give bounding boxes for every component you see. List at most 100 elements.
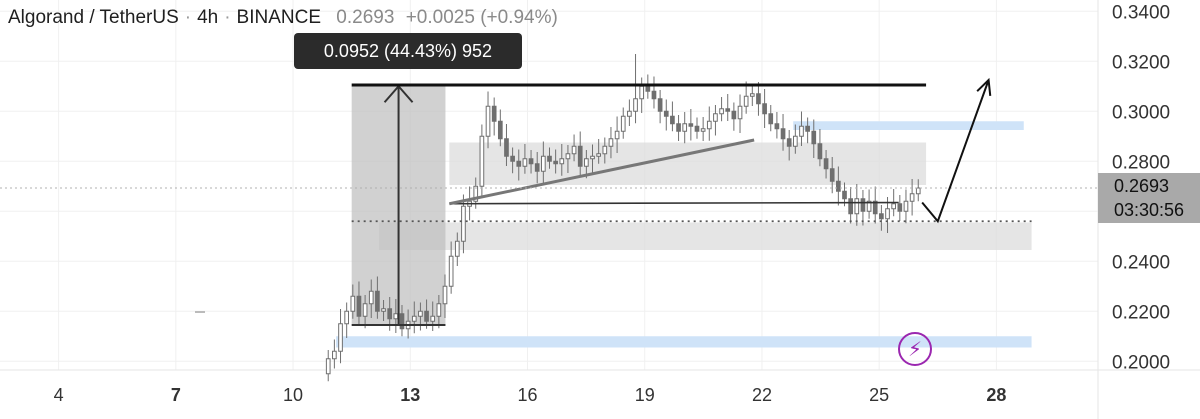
interval-label[interactable]: 4h [197, 7, 219, 28]
candle-down [547, 155, 552, 162]
y-tick-label: 0.2200 [1112, 302, 1170, 323]
candle-up [393, 313, 399, 320]
candle-up [749, 93, 755, 97]
current-price-tag: 0.2693 03:30:56 [1098, 173, 1200, 223]
candle-up [540, 155, 546, 172]
candle-down [725, 108, 731, 112]
candle-up [338, 323, 343, 352]
candle-down [694, 125, 700, 132]
candle-down [756, 93, 761, 105]
candle-down [860, 198, 866, 212]
candle-down [762, 103, 767, 115]
candle-up [411, 315, 417, 322]
candle-down [356, 295, 362, 317]
zone-blue [793, 121, 1024, 130]
candle-up [713, 113, 718, 122]
candle-down [676, 123, 681, 132]
candle-up [737, 105, 743, 120]
y-tick-label: 0.2400 [1112, 252, 1170, 273]
candle-down [879, 213, 884, 220]
candle-down [491, 105, 497, 122]
candle-down [528, 158, 534, 165]
projection-arrow [921, 79, 990, 224]
candle-down [780, 128, 786, 140]
symbol-name[interactable]: Algorand / TetherUS [8, 7, 179, 28]
candle-up [430, 315, 436, 322]
candle-down [497, 120, 503, 140]
candle-up [362, 303, 368, 317]
candle-down [731, 110, 737, 120]
candle-up [436, 303, 442, 317]
chart-header: Algorand / TetherUS · 4h · BINANCE 0.2693 +0… [8, 7, 558, 28]
candle-down [504, 138, 509, 157]
y-tick-label: 0.3400 [1112, 2, 1170, 23]
candle-up [368, 290, 374, 305]
candle-down [823, 158, 829, 170]
x-tick-label: 25 [869, 385, 889, 405]
candle-down [786, 138, 792, 147]
projection-arrow-head [976, 77, 992, 97]
candle-down [829, 168, 835, 182]
candle-up [608, 138, 614, 147]
x-tick-label: 16 [517, 385, 537, 405]
candle-down [768, 113, 774, 125]
lightning-bolt-icon[interactable]: ⚡ [898, 332, 932, 366]
candle-up [442, 285, 448, 305]
candle-up [743, 95, 749, 107]
zone-blue [336, 336, 1032, 348]
candle-down [897, 203, 903, 212]
candle-up [903, 200, 909, 212]
candle-up [559, 158, 565, 165]
x-tick-label: 22 [752, 385, 772, 405]
candle-up [682, 123, 688, 132]
candle-down [817, 143, 823, 160]
candle-down [663, 110, 669, 117]
candle-down [842, 190, 847, 200]
candle-down [670, 115, 675, 125]
candle-down [510, 155, 515, 162]
zone-gray [379, 222, 1032, 250]
candle-up [381, 308, 386, 312]
candle-up [571, 145, 577, 155]
candle-down [534, 163, 540, 172]
last-price: 0.2693 [336, 7, 395, 28]
candle-up [719, 108, 724, 115]
candle-up [854, 198, 860, 215]
candle-up [479, 135, 485, 187]
candle-up [614, 130, 620, 140]
candle-up [866, 200, 872, 212]
candle-down [848, 198, 853, 215]
x-tick-label: 19 [635, 385, 655, 405]
candle-down [651, 90, 657, 100]
candle-up [799, 125, 804, 137]
candle-down [516, 160, 522, 167]
current-price-value: 0.2693 [1114, 176, 1170, 196]
candle-down [399, 313, 405, 330]
candle-down [836, 180, 841, 192]
candle-up [620, 115, 626, 132]
candle-up [602, 145, 608, 155]
candle-up [332, 350, 337, 360]
candle-down [387, 308, 393, 320]
candle-down [424, 310, 429, 322]
candle-up [590, 155, 595, 160]
x-tick-label: 28 [986, 385, 1006, 405]
candle-down [811, 130, 817, 145]
measure-tooltip: 0.0952 (44.43%) 952 [294, 33, 522, 69]
candle-up [461, 205, 466, 242]
candle-up [448, 255, 454, 287]
y-tick-label: 0.2000 [1112, 352, 1170, 373]
x-tick-label: 7 [171, 385, 181, 405]
candle-down [688, 123, 694, 127]
candle-up [700, 128, 706, 132]
candle-down [805, 125, 810, 132]
candle-down [645, 85, 651, 92]
candle-up [584, 158, 589, 167]
y-tick-label: 0.3000 [1112, 102, 1170, 123]
candle-up [706, 120, 712, 130]
candle-down [553, 160, 558, 165]
y-tick-label: 0.2800 [1112, 152, 1170, 173]
candle-up [350, 295, 356, 312]
candle-up [473, 185, 479, 202]
